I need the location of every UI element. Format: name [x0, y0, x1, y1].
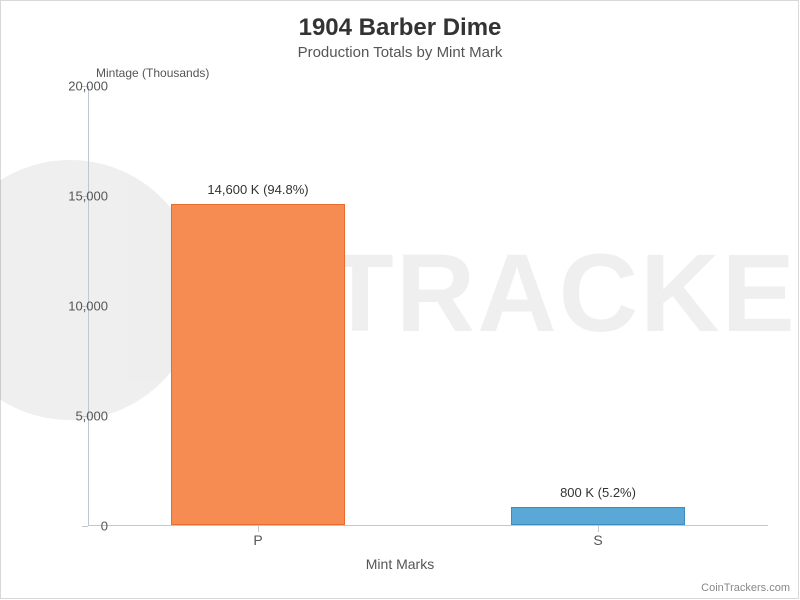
bar[interactable] [171, 204, 345, 525]
bar-value-label: 14,600 K (94.8%) [207, 182, 308, 197]
chart-subtitle: Production Totals by Mint Mark [0, 44, 800, 61]
y-tick-label: 20,000 [48, 79, 108, 94]
bar-value-label: 800 K (5.2%) [560, 485, 636, 500]
plot-area: P14,600 K (94.8%)S800 K (5.2%) [88, 86, 768, 526]
y-tick-label: 10,000 [48, 299, 108, 314]
attribution: CoinTrackers.com [701, 582, 790, 594]
y-tick-label: 15,000 [48, 189, 108, 204]
y-tick-label: 0 [48, 519, 108, 534]
chart-title: 1904 Barber Dime [0, 14, 800, 42]
y-axis-title: Mintage (Thousands) [96, 66, 209, 80]
x-axis-title: Mint Marks [0, 556, 800, 572]
bar[interactable] [511, 507, 685, 525]
x-tick-label: P [253, 532, 262, 548]
x-tick-label: S [593, 532, 602, 548]
y-tick-label: 5,000 [48, 409, 108, 424]
